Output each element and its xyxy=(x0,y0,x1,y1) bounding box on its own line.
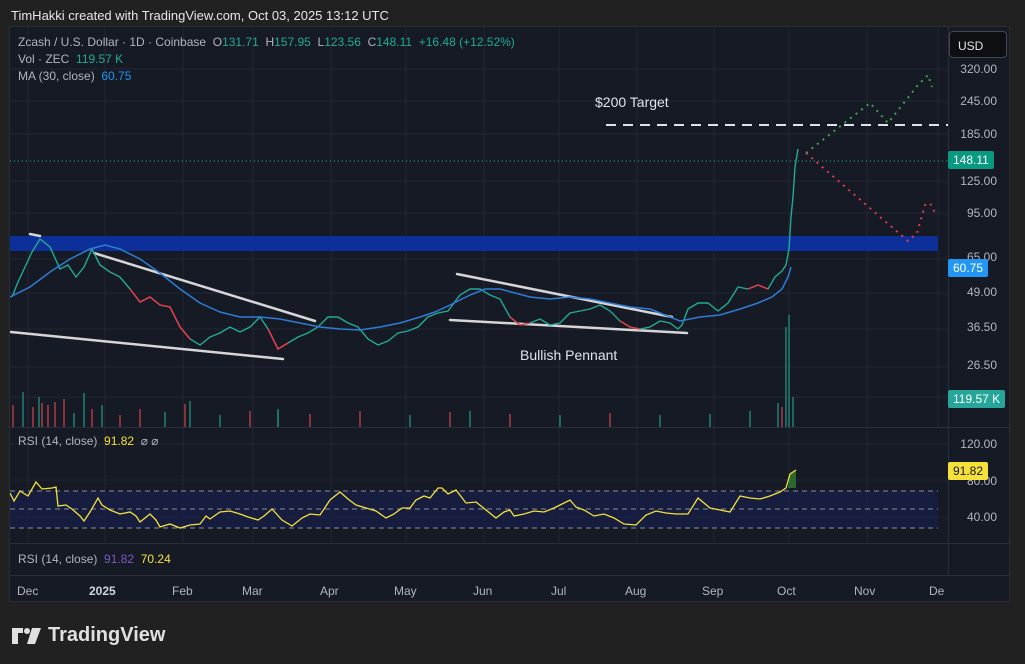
volume-tag: 119.57 K xyxy=(948,390,1006,408)
rsi-axis[interactable]: 120.00 80.00 40.00 xyxy=(948,427,1011,544)
ma-price-tag: 60.75 xyxy=(948,259,989,277)
tradingview-logo[interactable]: TradingView xyxy=(12,624,165,647)
rsi-value: 91.82 xyxy=(104,434,135,448)
resistance-zone xyxy=(10,236,938,251)
chart-caption: TimHakki created with TradingView.com, O… xyxy=(11,8,389,23)
low-value: 123.56 xyxy=(324,35,361,49)
rsi-na-icons: ⌀ ⌀ xyxy=(140,434,159,448)
rsi-legend[interactable]: RSI (14, close) 91.82 ⌀ ⌀ xyxy=(18,434,159,448)
currency-button[interactable]: USD xyxy=(949,31,1007,58)
price-axis[interactable]: USD 320.00 245.00 185.00 125.00 95.00 65… xyxy=(948,27,1011,427)
rsi2-axis xyxy=(948,543,1011,576)
rsi-pane[interactable]: RSI (14, close) 91.82 ⌀ ⌀ xyxy=(10,427,948,544)
change-value: +16.48 (+12.52%) xyxy=(418,35,515,49)
rsi2-legend[interactable]: RSI (14, close) 91.82 70.24 xyxy=(18,552,171,566)
symbol-label[interactable]: Zcash / U.S. Dollar · 1D · Coinbase xyxy=(18,35,207,49)
target-annotation[interactable]: $200 Target xyxy=(595,94,669,110)
time-axis[interactable]: Dec 2025 Feb Mar Apr May Jun Jul Aug Sep… xyxy=(10,575,1009,603)
price-pane[interactable]: Zcash / U.S. Dollar · 1D · Coinbase O131… xyxy=(10,27,948,427)
pattern-annotation[interactable]: Bullish Pennant xyxy=(520,347,618,363)
chart-frame[interactable]: Zcash / U.S. Dollar · 1D · Coinbase O131… xyxy=(9,26,1011,603)
rsi-pane-2[interactable]: RSI (14, close) 91.82 70.24 xyxy=(10,543,948,576)
close-value: 148.11 xyxy=(376,35,413,49)
rsi-canvas xyxy=(10,428,948,544)
ohlc-legend: Zcash / U.S. Dollar · 1D · Coinbase O131… xyxy=(18,35,515,49)
rsi-value-tag: 91.82 xyxy=(948,462,989,480)
high-value: 157.95 xyxy=(274,35,311,49)
open-value: 131.71 xyxy=(222,35,259,49)
rsi2-value: 91.82 xyxy=(104,552,135,566)
last-price-tag: 148.11 xyxy=(948,151,994,169)
ma-legend[interactable]: MA (30, close) 60.75 xyxy=(18,69,132,83)
ma-value: 60.75 xyxy=(101,69,132,83)
brand-name: TradingView xyxy=(48,624,166,646)
tradingview-logo-icon xyxy=(12,627,41,644)
price-chart-canvas xyxy=(10,27,948,427)
volume-legend[interactable]: Vol · ZEC 119.57 K xyxy=(18,52,124,66)
rsi2-ma-value: 70.24 xyxy=(140,552,171,566)
volume-value: 119.57 K xyxy=(76,52,124,66)
